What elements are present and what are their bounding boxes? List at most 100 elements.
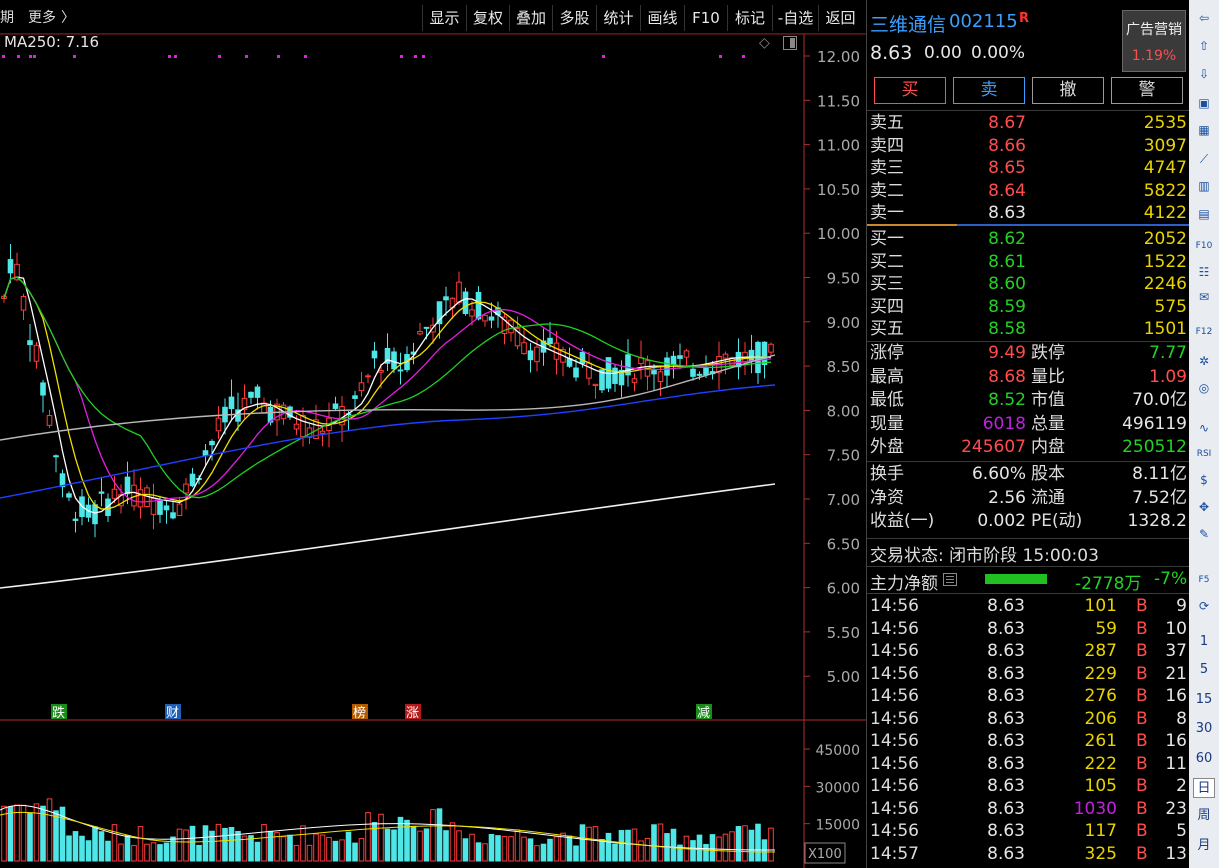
orderbook-row[interactable]: 买四 8.59 575 (867, 296, 1189, 318)
volume-bar (677, 844, 683, 862)
compass-icon[interactable]: ✲ (1198, 354, 1210, 368)
event-tag-1[interactable] (165, 704, 181, 719)
stat-label: 外盘 (870, 437, 904, 458)
line-chart-icon[interactable]: ⟋ (1199, 152, 1209, 166)
candle-body (98, 491, 105, 494)
toolbar-btn-6[interactable]: F10 (684, 5, 727, 31)
toolbar-btn-9[interactable]: 返回 (818, 5, 862, 31)
volume-bar (768, 827, 774, 862)
tick-row: 14:56 8.63 229 B 21 (867, 663, 1189, 685)
price-tick-label: 9.00 (827, 314, 860, 332)
move-icon[interactable]: ✥ (1198, 500, 1210, 514)
tick-price: 8.63 (987, 596, 1025, 616)
toolbar-btn-7[interactable]: 标记 (727, 5, 772, 31)
period-button-周[interactable]: 周 (1197, 808, 1211, 823)
toolbar-btn-3[interactable]: 多股 (552, 5, 596, 31)
more-menu[interactable]: 更多 (28, 10, 56, 26)
buy-button[interactable]: 买 (874, 77, 946, 104)
volume-bar (410, 825, 417, 862)
volume-bar (248, 835, 254, 862)
list-view-icon[interactable]: ▤ (1198, 207, 1210, 221)
toolbar-btn-4[interactable]: 统计 (596, 5, 640, 31)
period-button-月[interactable]: 月 (1197, 838, 1211, 853)
orderbook-row[interactable]: 卖二 8.64 5822 (867, 180, 1189, 202)
sell-button[interactable]: 卖 (953, 77, 1025, 104)
mail-icon[interactable]: ✉ (1198, 290, 1210, 304)
alert-button[interactable]: 警 (1111, 77, 1183, 104)
more-arrow-icon[interactable]: 〉 (61, 10, 75, 26)
nav-down-icon[interactable]: ⇩ (1198, 67, 1210, 81)
vol-ma10 (0, 811, 776, 853)
period-label[interactable]: 期 (0, 10, 14, 26)
volume-bar (144, 843, 150, 862)
candle-body (573, 367, 579, 378)
orderbook-row[interactable]: 买五 8.58 1501 (867, 318, 1189, 340)
refresh-icon[interactable]: ⟳ (1198, 599, 1210, 613)
period-button-1[interactable]: 1 (1199, 634, 1209, 649)
toolbar-btn-1[interactable]: 复权 (466, 5, 509, 31)
rsi-icon[interactable]: RSI (1196, 449, 1212, 459)
event-tag-label: 涨 (406, 706, 419, 721)
volume-bar (605, 832, 612, 862)
event-tag-4[interactable] (696, 704, 712, 719)
candle-body (722, 353, 729, 359)
nav-back-icon[interactable]: ⇦ (1198, 11, 1210, 25)
tick-row: 14:56 8.63 261 B 16 (867, 730, 1189, 752)
period-button-5[interactable]: 5 (1199, 662, 1209, 677)
orderbook-price: 8.65 (988, 158, 1026, 179)
event-tag-3[interactable] (405, 704, 421, 719)
toolbar-btn-8[interactable]: -自选 (772, 5, 818, 31)
candle-body (215, 417, 222, 432)
grid-icon[interactable]: ▦ (1198, 123, 1210, 137)
window-icon[interactable]: ▣ (1198, 96, 1210, 110)
price-tick-label: 11.50 (817, 92, 860, 110)
f5b-icon[interactable]: F5 (1198, 575, 1210, 585)
toolbar-btn-5[interactable]: 画线 (640, 5, 684, 31)
candle-body (352, 395, 358, 399)
circle-icon[interactable]: ◎ (1198, 381, 1210, 395)
tick-time: 14:56 (870, 731, 919, 751)
wave-icon[interactable]: ∿ (1198, 421, 1210, 435)
cancel-button[interactable]: 撤 (1032, 77, 1104, 104)
event-tag-0[interactable] (51, 704, 67, 719)
f12-icon[interactable]: F12 (1195, 327, 1213, 337)
volume-bar (709, 834, 716, 862)
orderbook-row[interactable]: 卖三 8.65 4747 (867, 157, 1189, 179)
dollar-icon[interactable]: $ (1200, 473, 1208, 487)
list-icon[interactable] (943, 573, 957, 586)
candle-body (384, 348, 391, 364)
fund-row: 净资 2.56 流通 7.52亿 (867, 487, 1189, 509)
event-tag-2[interactable] (352, 704, 368, 719)
orderbook-row[interactable]: 卖四 8.66 3097 (867, 135, 1189, 157)
period-button-30[interactable]: 30 (1195, 721, 1213, 736)
toolbar-btn-0[interactable]: 显示 (422, 5, 466, 31)
orderbook-row[interactable]: 卖五 8.67 2535 (867, 112, 1189, 134)
toolbar-btn-2[interactable]: 叠加 (509, 5, 552, 31)
orderbook-row[interactable]: 买三 8.60 2246 (867, 273, 1189, 295)
candle-icon[interactable]: ▥ (1198, 179, 1210, 193)
period-button-60[interactable]: 60 (1195, 751, 1213, 766)
candle-body (475, 291, 482, 320)
pen-icon[interactable]: ✎ (1198, 527, 1210, 541)
f10-icon[interactable]: F10 (1195, 241, 1213, 251)
volume-bar (131, 845, 137, 862)
period-button-日[interactable]: 日 (1193, 778, 1215, 798)
diamond-icon[interactable]: ◇ (759, 35, 770, 51)
nav-up-icon[interactable]: ⇧ (1198, 39, 1210, 53)
volume-bar (540, 843, 547, 862)
orderbook-row[interactable]: 卖一 8.63 4122 (867, 202, 1189, 224)
candle-body (163, 505, 170, 511)
orderbook-row[interactable]: 买一 8.62 2052 (867, 228, 1189, 250)
orderbook-row[interactable]: 买二 8.61 1522 (867, 251, 1189, 273)
sector-box[interactable]: 广告营销 1.19% (1122, 10, 1186, 72)
candle-body (157, 500, 163, 515)
tick-side: B (1136, 753, 1148, 774)
volume-bar (456, 830, 462, 862)
kline-chart[interactable]: 12.00 11.50 11.00 10.50 10.00 9.50 9.00 8.50 8.0… (0, 0, 866, 868)
volume-bar (703, 843, 709, 862)
period-button-15[interactable]: 15 (1195, 692, 1213, 707)
panel-toggle-icon[interactable] (783, 36, 797, 50)
orderbook-volume: 2246 (1143, 274, 1187, 295)
candle-body (14, 263, 20, 281)
f5-icon[interactable]: ☷ (1198, 265, 1210, 279)
